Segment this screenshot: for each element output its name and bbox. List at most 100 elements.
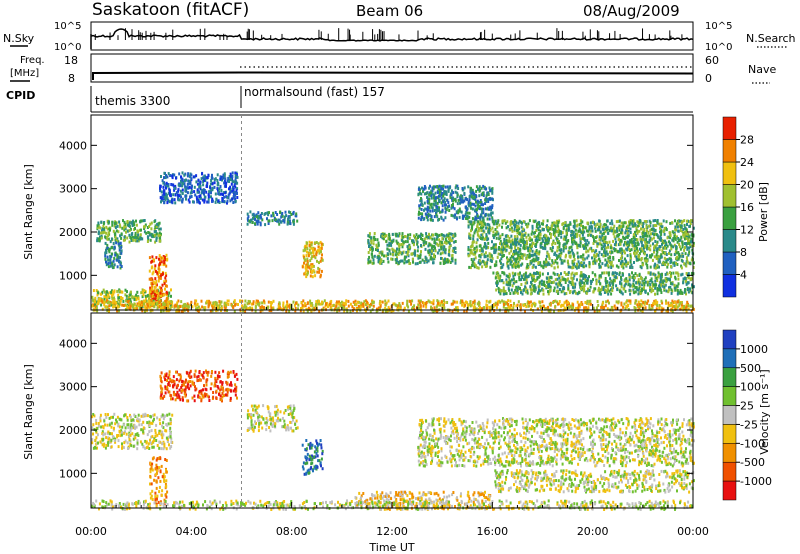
power-echo-cell — [572, 236, 575, 239]
power-echo-cell — [370, 236, 373, 240]
power-echo-cell — [106, 246, 109, 250]
power-echo-cell — [546, 219, 549, 223]
power-echo-cell — [557, 233, 560, 237]
power-echo-cell — [653, 224, 656, 227]
power-echo-cell — [484, 251, 487, 255]
power-echo-cell — [633, 247, 636, 250]
power-echo-cell — [449, 196, 452, 200]
power-echo-cell — [99, 297, 102, 301]
power-echo-cell — [432, 196, 435, 200]
power-echo-cell — [388, 232, 391, 236]
power-echo-cell — [310, 246, 313, 250]
power-echo-cell — [420, 218, 423, 222]
power-echo-cell — [153, 230, 156, 234]
power-echo-cell — [284, 210, 287, 214]
power-echo-cell — [519, 287, 521, 290]
power-echo-cell — [173, 173, 176, 177]
power-echo-cell — [501, 245, 504, 249]
power-echo-cell — [232, 188, 235, 192]
power-echo-cell — [629, 292, 632, 296]
power-echo-cell — [607, 256, 610, 260]
power-echo-cell — [536, 251, 539, 255]
power-echo-cell — [289, 211, 292, 215]
power-echo-cell — [543, 243, 546, 247]
power-echo-cell — [604, 237, 607, 241]
power-echo-cell — [104, 241, 107, 245]
power-echo-cell — [443, 258, 446, 262]
power-echo-cell — [159, 276, 162, 280]
power-echo-cell — [648, 303, 651, 307]
power-echo-cell — [499, 259, 501, 263]
power-echo-cell — [474, 208, 477, 212]
power-echo-cell — [163, 282, 166, 286]
power-echo-cell — [406, 245, 409, 249]
power-echo-cell — [471, 260, 474, 264]
power-echo-cell — [121, 226, 124, 230]
power-echo-cell — [131, 220, 134, 224]
power-echo-cell — [402, 235, 405, 239]
power-echo-cell — [209, 182, 212, 186]
power-echo-cell — [456, 193, 459, 197]
power-echo-cell — [218, 201, 221, 204]
power-echo-cell — [317, 266, 320, 270]
power-echo-cell — [177, 193, 179, 197]
power-echo-cell — [477, 203, 480, 207]
power-echo-cell — [151, 265, 154, 269]
power-echo-cell — [472, 234, 475, 238]
power-echo-cell — [607, 243, 610, 247]
power-echo-cell — [216, 173, 219, 177]
power-echo-cell — [658, 237, 661, 241]
power-echo-cell — [143, 227, 146, 230]
power-echo-cell — [651, 232, 654, 236]
power-echo-cell — [585, 246, 588, 250]
power-echo-cell — [572, 230, 575, 234]
power-echo-cell — [274, 211, 277, 214]
power-echo-cell — [506, 261, 509, 265]
power-echo-cell — [485, 187, 488, 191]
power-echo-cell — [423, 260, 426, 264]
power-echo-cell — [440, 247, 443, 251]
power-echo-cell — [111, 294, 113, 298]
power-echo-cell — [531, 230, 534, 234]
power-echo-cell — [372, 242, 375, 246]
power-echo-cell — [620, 285, 623, 289]
power-echo-cell — [444, 200, 447, 204]
power-echo-cell — [119, 263, 122, 266]
power-echo-cell — [411, 257, 414, 261]
power-echo-cell — [128, 221, 131, 225]
power-echo-cell — [441, 192, 444, 195]
power-echo-cell — [572, 266, 575, 269]
power-echo-cell — [494, 247, 497, 251]
power-echo-cell — [631, 271, 633, 275]
power-echo-cell — [429, 236, 432, 239]
power-echo-cell — [679, 229, 682, 232]
power-echo-cell — [147, 231, 150, 234]
power-echo-cell — [396, 256, 398, 260]
power-echo-cell — [586, 277, 589, 281]
power-echo-cell — [453, 246, 456, 250]
power-echo-cell — [294, 214, 297, 218]
power-echo-cell — [406, 253, 409, 256]
power-echo-cell — [158, 236, 161, 240]
power-echo-cell — [598, 225, 600, 229]
power-echo-cell — [512, 242, 515, 246]
power-echo-cell — [474, 216, 477, 220]
power-echo-cell — [423, 208, 425, 212]
power-echo-cell — [372, 261, 375, 265]
power-echo-cell — [106, 227, 109, 231]
power-echo-cell — [270, 214, 273, 218]
power-echo-cell — [583, 246, 585, 250]
power-echo-cell — [640, 277, 643, 281]
power-echo-cell — [369, 260, 372, 264]
power-echo-cell — [665, 289, 668, 293]
power-echo-cell — [634, 224, 637, 227]
power-echo-cell — [198, 200, 201, 204]
power-echo-cell — [684, 252, 687, 256]
power-echo-cell — [648, 224, 651, 228]
power-echo-cell — [644, 234, 647, 238]
power-echo-cell — [170, 294, 172, 298]
power-echo-cell — [582, 228, 584, 232]
power-echo-cell — [168, 189, 171, 193]
power-echo-cell — [93, 300, 96, 303]
power-echo-cell — [662, 230, 665, 234]
